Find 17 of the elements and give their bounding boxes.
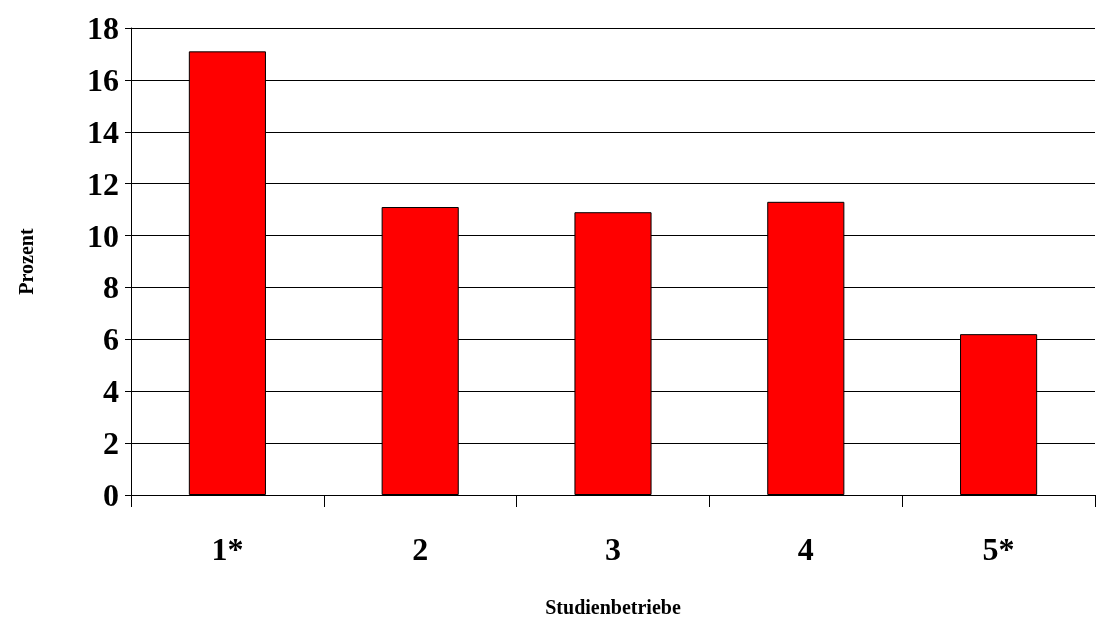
y-tick-label: 12 (87, 165, 119, 202)
x-tick-label: 2 (412, 531, 429, 567)
y-tick-label: 18 (87, 10, 119, 46)
y-tick-label: 2 (103, 425, 119, 462)
y-tick-label: 8 (103, 269, 119, 306)
x-tick-label: 3 (605, 531, 621, 567)
x-tick-label: 4 (797, 531, 814, 567)
y-tick-label: 16 (87, 61, 119, 98)
x-tick-label: 5* (982, 531, 1015, 567)
y-tick-label: 14 (87, 113, 119, 150)
y-tick-label: 4 (103, 373, 119, 410)
y-tick-label: 10 (87, 217, 119, 254)
y-tick-label: 6 (103, 321, 119, 358)
y-axis-title: Prozent (15, 228, 37, 295)
x-tick-label: 1* (211, 531, 244, 567)
x-axis-title: Studienbetriebe (545, 596, 681, 618)
y-tick-label: 0 (103, 477, 119, 513)
